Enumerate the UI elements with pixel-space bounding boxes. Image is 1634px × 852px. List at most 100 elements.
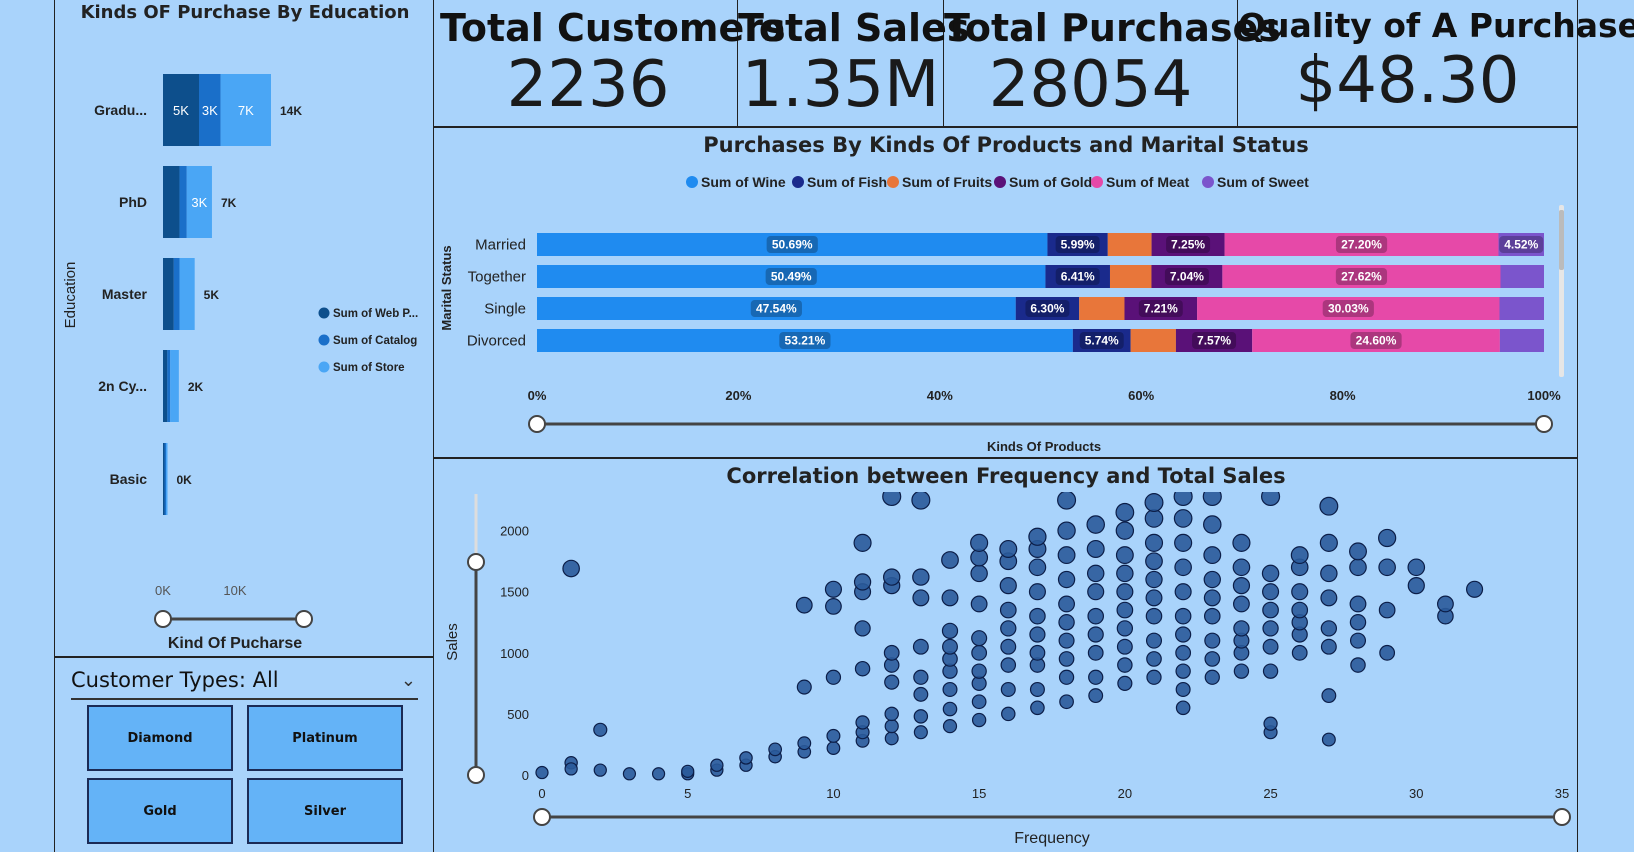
scatter-point	[1349, 558, 1367, 577]
data-label: 50.69%	[772, 238, 813, 252]
scatter-point	[1117, 657, 1133, 673]
scatter-point	[1116, 638, 1133, 655]
scatter-point	[999, 577, 1017, 595]
bar-segment	[1175, 329, 1253, 352]
data-label-bg	[765, 268, 817, 285]
customer-type-silver[interactable]: Silver	[247, 778, 403, 844]
x-tick-label: 20%	[725, 388, 751, 403]
scatter-point	[911, 492, 931, 510]
x-range-slider-handle-max[interactable]	[1553, 808, 1571, 826]
scatter-point	[1320, 638, 1337, 655]
scatter-point	[1203, 607, 1221, 625]
kpi-divider-3	[1237, 0, 1238, 127]
scatter-point	[797, 736, 812, 751]
y-range-slider-handle-min[interactable]	[467, 766, 485, 784]
data-label: 6.41%	[1061, 270, 1095, 284]
data-label-bg	[1055, 268, 1100, 285]
segment-label: 5K	[173, 103, 189, 118]
scatter-point	[1000, 657, 1017, 673]
scatter-point	[1058, 614, 1075, 631]
scatter-point	[999, 601, 1017, 619]
range-slider-handle-min[interactable]	[528, 415, 546, 433]
customer-type-diamond[interactable]: Diamond	[87, 705, 233, 771]
scatter-point	[854, 620, 871, 637]
x-tick-label: 25	[1263, 786, 1277, 801]
scatter-point	[1175, 681, 1191, 697]
category-label: Master	[102, 286, 148, 302]
scatter-point	[1145, 552, 1163, 571]
kpi-title: Total Purchases	[944, 6, 1281, 50]
x-tick-label: 60%	[1128, 388, 1154, 403]
scatter-point	[1175, 644, 1192, 661]
total-label: 7K	[221, 196, 237, 210]
data-label-bg	[1192, 332, 1237, 349]
scatter-point	[1175, 663, 1191, 679]
scatter-point	[1349, 614, 1367, 631]
kpi-title: Total Sales	[738, 6, 970, 50]
scatter-point	[1320, 589, 1338, 607]
scatter-point	[1087, 644, 1104, 661]
scrollbar-thumb[interactable]	[1559, 210, 1564, 270]
x-tick-label: 30	[1409, 786, 1423, 801]
scatter-point	[1379, 644, 1396, 661]
bar-segment	[167, 350, 171, 422]
right-border	[1577, 0, 1578, 852]
customer-types-header[interactable]: Customer Types: All ⌄	[71, 668, 418, 700]
x-range-slider-handle-min[interactable]	[533, 808, 551, 826]
data-label-bg	[1335, 236, 1388, 253]
scatter-point	[884, 706, 899, 722]
scatter-point	[1087, 583, 1105, 601]
bar-segment	[163, 166, 180, 238]
bar-segment	[164, 443, 166, 515]
range-slider-handle-max[interactable]	[1535, 415, 1553, 433]
scatter-point	[1203, 546, 1222, 565]
scatter-point	[1087, 626, 1104, 643]
scatter-point	[535, 765, 549, 780]
bar-segment	[1222, 265, 1501, 288]
legend-label: Sum of Sweet	[1217, 174, 1309, 190]
range-slider-handle-min[interactable]	[154, 610, 172, 628]
scatter-point	[1232, 577, 1251, 595]
data-label-bg	[1138, 300, 1183, 317]
chevron-down-icon[interactable]: ⌄	[400, 670, 416, 690]
legend-marker	[1202, 176, 1214, 188]
scatter-point	[1058, 595, 1075, 613]
scatter-point	[1378, 528, 1397, 548]
total-label: 5K	[204, 288, 220, 302]
scatter-point	[1319, 496, 1339, 516]
scatter-point	[795, 596, 813, 614]
bar-segment	[1500, 265, 1544, 288]
scatter-point	[1057, 492, 1077, 510]
row-label: Married	[475, 237, 526, 254]
scatter-point	[1029, 681, 1045, 697]
bar-segment	[1109, 265, 1152, 288]
bar-segment	[173, 258, 180, 330]
scatter-point	[796, 679, 812, 695]
x-tick-label: 0%	[528, 388, 547, 403]
scatter-point	[826, 741, 841, 756]
scatter-point	[1117, 675, 1133, 691]
scatter-point	[1321, 732, 1336, 747]
customer-type-platinum[interactable]: Platinum	[247, 705, 403, 771]
scatter-point	[941, 551, 959, 569]
bar-segment	[1045, 265, 1110, 288]
scatter-point	[1115, 502, 1135, 522]
scatter-point	[1378, 558, 1396, 577]
scatter-point	[1088, 669, 1104, 685]
scatter-point	[1319, 533, 1338, 552]
data-label: 7.04%	[1170, 270, 1204, 284]
customer-type-gold[interactable]: Gold	[87, 778, 233, 844]
scatter-point	[1028, 583, 1046, 601]
scatter-point	[883, 644, 900, 661]
y-range-slider-handle-max[interactable]	[467, 553, 485, 571]
x-tick-label: 10	[826, 786, 840, 801]
scatter-point	[1320, 620, 1338, 637]
scatter-point	[1174, 607, 1192, 625]
scatter-point	[825, 669, 842, 685]
scatter-point	[1000, 638, 1017, 655]
range-slider-handle-max[interactable]	[295, 610, 313, 628]
bar-segment	[1015, 297, 1080, 320]
scatter-point	[1262, 638, 1279, 655]
scatter-point	[1203, 515, 1222, 534]
scatter-point	[1116, 601, 1134, 619]
